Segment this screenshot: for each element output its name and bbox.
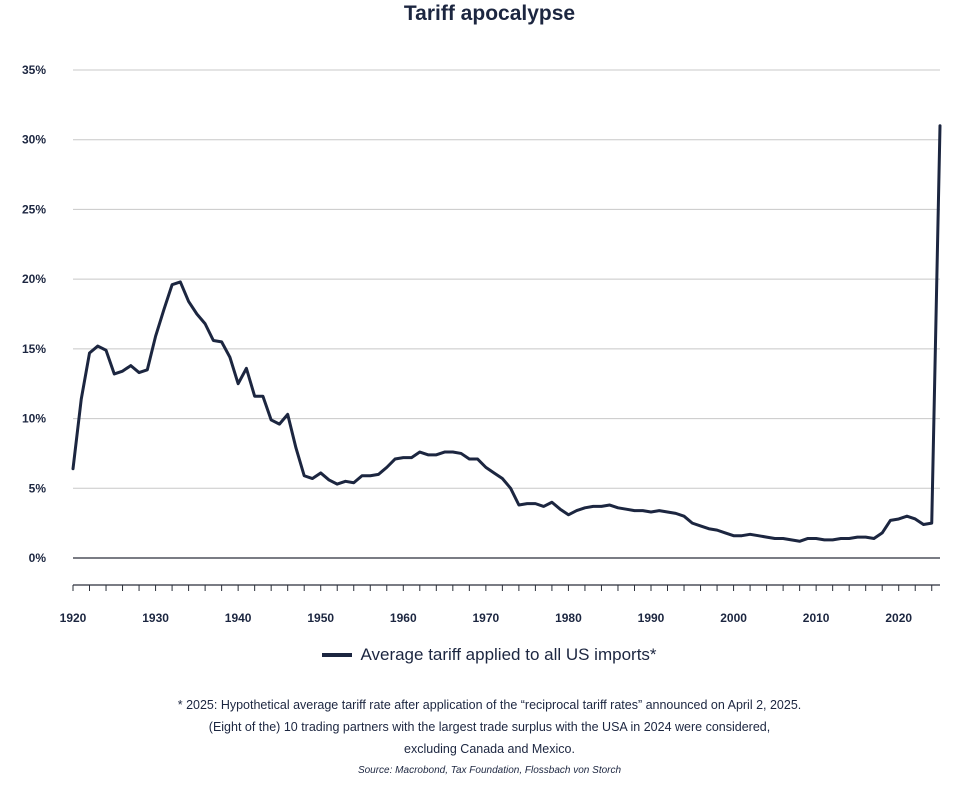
y-tick-label: 10% (22, 412, 46, 426)
footnote-line-3: excluding Canada and Mexico. (404, 742, 575, 756)
x-tick-label: 1960 (390, 611, 417, 625)
x-tick-label: 2000 (720, 611, 747, 625)
source-note: Source: Macrobond, Tax Foundation, Floss… (357, 765, 622, 776)
series-lines (71, 124, 942, 543)
footnote: * 2025: Hypothetical average tariff rate… (0, 694, 979, 760)
legend: Average tariff applied to all US imports… (0, 645, 979, 665)
y-tick-label: 35% (22, 63, 46, 77)
y-tick-label: 5% (29, 481, 47, 495)
legend-swatch (322, 652, 353, 657)
x-tick-label: 1930 (142, 611, 169, 625)
footnote-line-2: (Eight of the) 10 trading partners with … (208, 720, 771, 734)
x-tick-label: 1940 (225, 611, 252, 625)
series-line (71, 124, 942, 543)
x-tick-label: 1990 (638, 611, 665, 625)
x-tick-label: 2020 (885, 611, 912, 625)
legend-label: Average tariff applied to all US imports… (360, 645, 657, 664)
x-tick-label: 1950 (307, 611, 334, 625)
line-chart: 0%5%10%15%20%25%30%35% 1920 1930 1940 1950 1… (22, 63, 942, 625)
x-tick-label: 2010 (803, 611, 830, 625)
y-tick-label: 20% (22, 272, 46, 286)
chart-title: Tariff apocalypse (403, 2, 576, 25)
gridlines (73, 69, 940, 559)
footnote-line-1: * 2025: Hypothetical average tariff rate… (177, 698, 802, 712)
x-axis: 1920 1930 1940 1950 1960 1970 1980 1990 2000 2010… (60, 584, 940, 625)
y-tick-label: 30% (22, 133, 46, 147)
y-tick-label: 25% (22, 202, 46, 216)
y-axis-ticks: 0% 5% 10% 15% 20% 25% 30% 35% (22, 63, 46, 565)
x-tick-label: 1980 (555, 611, 582, 625)
y-tick-label: 15% (22, 342, 46, 356)
x-tick-label: 1970 (473, 611, 500, 625)
x-tick-label: 1920 (60, 611, 87, 625)
y-tick-label: 0% (29, 551, 47, 565)
